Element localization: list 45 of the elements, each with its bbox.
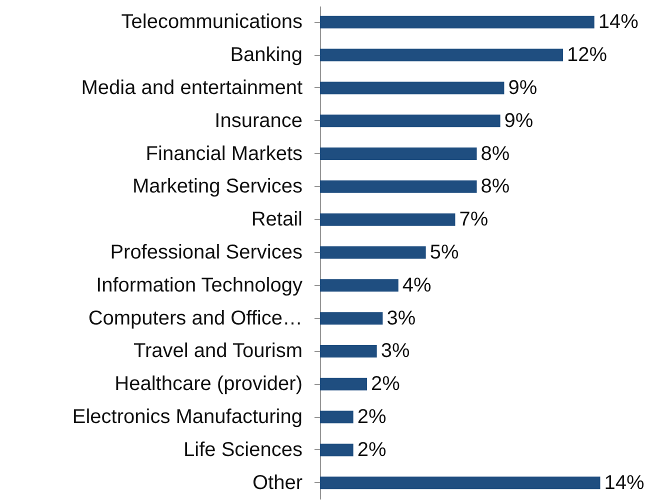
bar — [320, 246, 426, 259]
data-label: 8% — [480, 142, 510, 165]
y-tick-label: Insurance — [214, 110, 302, 132]
y-tick-label: Telecommunications — [121, 11, 302, 34]
y-tick-label: Other — [252, 472, 303, 494]
bar — [320, 279, 398, 292]
data-label: 14% — [604, 472, 644, 494]
bar — [320, 444, 354, 456]
data-label: 4% — [402, 274, 432, 296]
data-label: 5% — [430, 242, 459, 264]
bar — [320, 148, 477, 160]
data-label: 3% — [386, 307, 416, 330]
bar — [320, 476, 600, 490]
y-tick-label: Marketing Services — [132, 176, 302, 198]
y-tick-label: Life Sciences — [184, 438, 302, 461]
y-tick-label: Information Technology — [96, 274, 302, 296]
y-tick-label: Healthcare (provider) — [114, 373, 302, 396]
bar — [320, 114, 500, 128]
data-label: 7% — [459, 208, 488, 231]
data-label: 9% — [504, 110, 534, 132]
data-label: 8% — [480, 176, 510, 198]
y-tick-label: Banking — [230, 44, 302, 66]
data-label: 2% — [371, 373, 400, 396]
bar — [320, 82, 504, 94]
bar — [320, 213, 456, 226]
bar — [320, 344, 377, 358]
y-tick-label: Electronics Manufacturing — [72, 406, 302, 428]
data-label: 2% — [357, 438, 386, 461]
bar — [320, 410, 354, 424]
y-tick-label: Financial Markets — [146, 142, 302, 165]
y-tick-label: Professional Services — [110, 242, 302, 264]
data-label: 14% — [598, 11, 639, 34]
bar — [320, 378, 368, 390]
bar — [320, 180, 477, 193]
y-tick-label: Computers and Office… — [88, 307, 302, 330]
data-label: 12% — [567, 44, 608, 66]
y-tick-label: Media and entertainment — [81, 76, 303, 99]
y-tick-label: Travel and Tourism — [134, 340, 302, 362]
data-label: 2% — [357, 406, 386, 428]
bar — [320, 48, 564, 62]
bar — [320, 16, 594, 28]
bar — [320, 312, 383, 325]
data-label: 9% — [508, 76, 538, 99]
data-label: 3% — [380, 340, 410, 362]
y-tick-label: Retail — [251, 208, 302, 231]
